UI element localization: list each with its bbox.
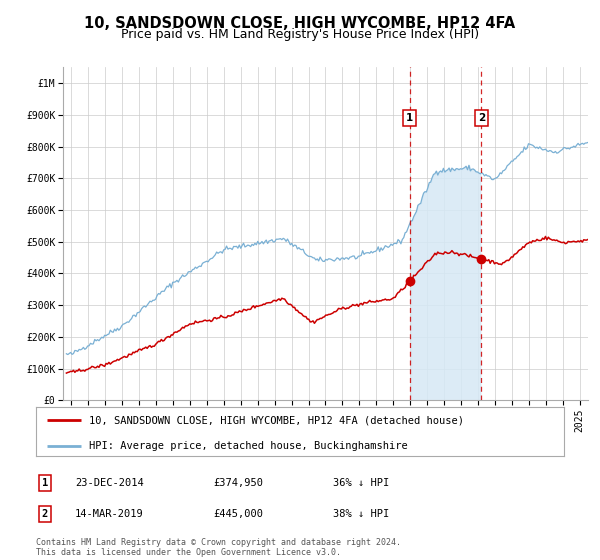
Text: Price paid vs. HM Land Registry's House Price Index (HPI): Price paid vs. HM Land Registry's House … xyxy=(121,28,479,41)
Text: 10, SANDSDOWN CLOSE, HIGH WYCOMBE, HP12 4FA (detached house): 10, SANDSDOWN CLOSE, HIGH WYCOMBE, HP12 … xyxy=(89,416,464,426)
Text: 2: 2 xyxy=(42,509,48,519)
Text: £445,000: £445,000 xyxy=(213,509,263,519)
Text: 1: 1 xyxy=(406,113,413,123)
Text: 2: 2 xyxy=(478,113,485,123)
Text: 36% ↓ HPI: 36% ↓ HPI xyxy=(333,478,389,488)
Text: 10, SANDSDOWN CLOSE, HIGH WYCOMBE, HP12 4FA: 10, SANDSDOWN CLOSE, HIGH WYCOMBE, HP12 … xyxy=(85,16,515,31)
Text: 23-DEC-2014: 23-DEC-2014 xyxy=(75,478,144,488)
Text: HPI: Average price, detached house, Buckinghamshire: HPI: Average price, detached house, Buck… xyxy=(89,441,407,451)
Text: 1: 1 xyxy=(42,478,48,488)
Text: 14-MAR-2019: 14-MAR-2019 xyxy=(75,509,144,519)
Text: 38% ↓ HPI: 38% ↓ HPI xyxy=(333,509,389,519)
Text: £374,950: £374,950 xyxy=(213,478,263,488)
Text: Contains HM Land Registry data © Crown copyright and database right 2024.
This d: Contains HM Land Registry data © Crown c… xyxy=(36,538,401,557)
